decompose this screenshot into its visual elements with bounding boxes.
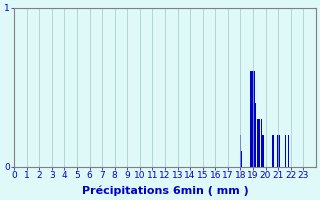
Bar (253, 71, 255, 167)
Bar (277, 135, 279, 167)
Bar (279, 135, 280, 167)
Bar (257, 119, 259, 167)
Bar (288, 135, 289, 167)
Bar (252, 71, 253, 167)
Bar (259, 119, 260, 167)
Bar (251, 71, 252, 167)
Bar (272, 135, 274, 167)
Bar (262, 135, 264, 167)
Bar (255, 103, 256, 167)
Bar (241, 151, 242, 167)
Bar (250, 71, 251, 167)
Bar (285, 135, 286, 167)
Bar (240, 135, 241, 167)
X-axis label: Précipitations 6min ( mm ): Précipitations 6min ( mm ) (82, 185, 248, 196)
Bar (261, 119, 262, 167)
